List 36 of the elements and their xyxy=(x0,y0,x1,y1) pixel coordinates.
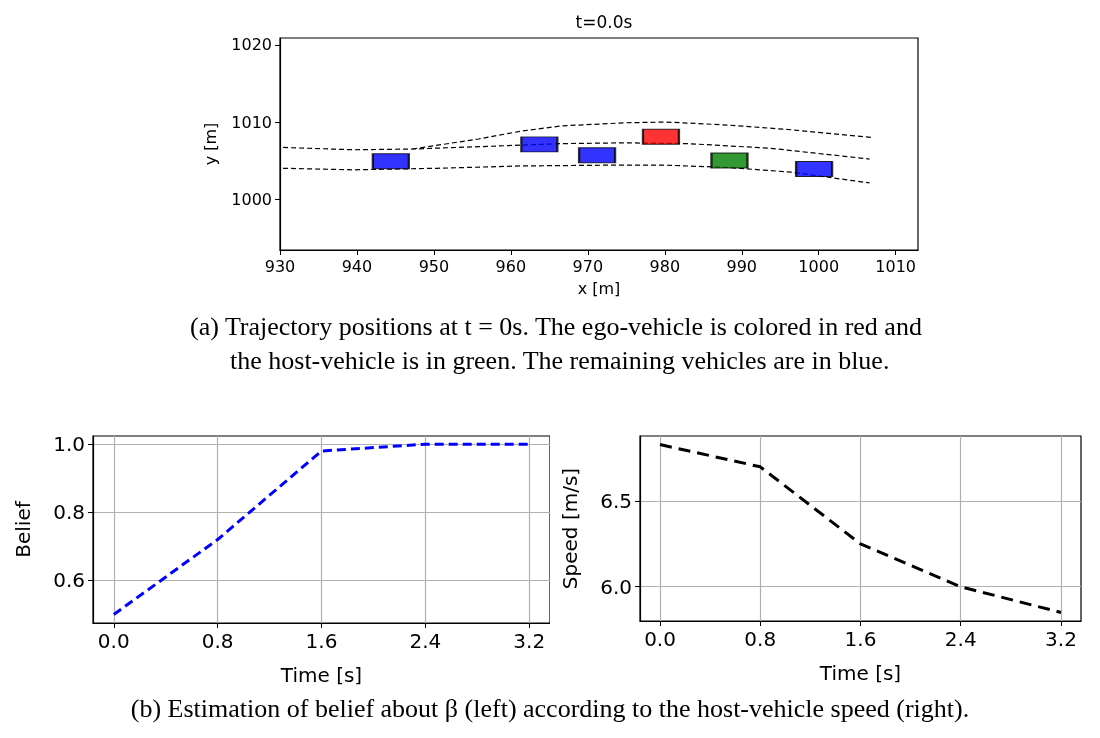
text: (b) Estimation of belief about β (left) according to the host-vehicle speed (right). xyxy=(129,693,971,725)
y-tick-label: 1000 xyxy=(231,189,272,209)
chart-title: t=0.0s xyxy=(575,11,633,32)
x-tick-label: 950 xyxy=(418,256,450,276)
x-tick-label: 3.2 xyxy=(513,629,546,653)
y-axis-title: Speed [m/s] xyxy=(558,467,582,590)
x-tick-label: 3.2 xyxy=(1045,627,1077,651)
x-tick-label: 0.8 xyxy=(201,629,234,653)
x-tick-label: 970 xyxy=(572,256,604,276)
y-axis-title: y [m] xyxy=(200,122,220,166)
x-tick-label: 1.6 xyxy=(844,627,877,651)
x-tick-label: 1010 xyxy=(875,256,917,276)
y-tick-label: 6.0 xyxy=(600,574,632,599)
x-tick-label: 960 xyxy=(495,256,527,276)
x-tick-label: 1000 xyxy=(798,256,840,276)
x-tick-label: 2.4 xyxy=(944,627,977,651)
y-tick-label: 6.5 xyxy=(600,489,632,514)
x-tick-label: 980 xyxy=(649,256,681,276)
x-tick-label: 1.6 xyxy=(305,629,338,653)
y-tick-label: 1.0 xyxy=(53,432,85,457)
x-tick-label: 0.0 xyxy=(97,629,130,653)
x-tick-label: 940 xyxy=(341,256,373,276)
y-tick-label: 1020 xyxy=(231,35,272,55)
x-axis-title: x [m] xyxy=(577,278,621,298)
x-tick-label: 0.8 xyxy=(744,627,777,651)
y-axis-title: Belief xyxy=(11,500,35,558)
x-tick-label: 0.0 xyxy=(644,627,676,651)
x-axis-title: Time [s] xyxy=(818,661,902,685)
x-axis-title: Time [s] xyxy=(279,663,363,687)
y-tick-label: 0.8 xyxy=(53,500,85,525)
y-tick-label: 1010 xyxy=(231,112,272,132)
x-tick-label: 990 xyxy=(726,256,758,276)
x-tick-label: 2.4 xyxy=(409,629,442,653)
x-tick-label: 930 xyxy=(264,256,296,276)
text: (a) Trajectory positions at t = 0s. The ego-vehicle is colored in red and the host-vehicle is in green. The remaining vehicles are in blue. xyxy=(190,311,923,377)
y-tick-label: 0.6 xyxy=(53,568,85,593)
